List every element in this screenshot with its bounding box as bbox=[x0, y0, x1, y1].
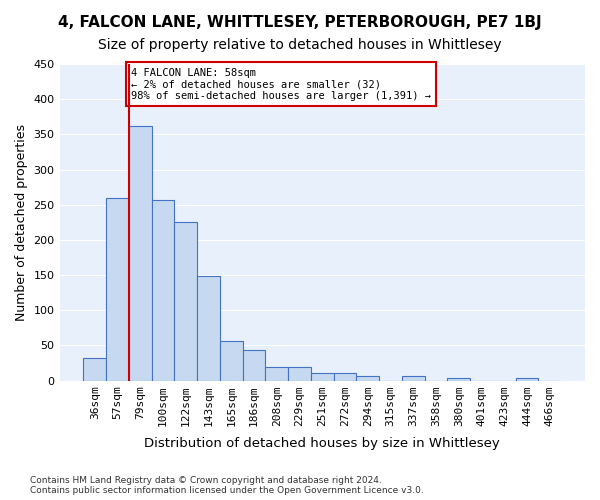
Bar bbox=[311, 374, 334, 380]
Bar bbox=[288, 367, 311, 380]
Bar bbox=[152, 200, 175, 380]
Bar bbox=[448, 378, 470, 380]
X-axis label: Distribution of detached houses by size in Whittlesey: Distribution of detached houses by size … bbox=[145, 437, 500, 450]
Bar bbox=[334, 374, 356, 380]
Text: Contains HM Land Registry data © Crown copyright and database right 2024.
Contai: Contains HM Land Registry data © Crown c… bbox=[30, 476, 424, 495]
Bar bbox=[515, 378, 538, 380]
Bar bbox=[175, 222, 197, 380]
Y-axis label: Number of detached properties: Number of detached properties bbox=[15, 124, 28, 321]
Bar bbox=[402, 376, 425, 380]
Text: Size of property relative to detached houses in Whittlesey: Size of property relative to detached ho… bbox=[98, 38, 502, 52]
Bar bbox=[242, 350, 265, 380]
Bar bbox=[106, 198, 129, 380]
Bar bbox=[265, 367, 288, 380]
Bar bbox=[83, 358, 106, 380]
Bar bbox=[129, 126, 152, 380]
Text: 4 FALCON LANE: 58sqm
← 2% of detached houses are smaller (32)
98% of semi-detach: 4 FALCON LANE: 58sqm ← 2% of detached ho… bbox=[131, 68, 431, 100]
Bar bbox=[197, 276, 220, 380]
Text: 4, FALCON LANE, WHITTLESEY, PETERBOROUGH, PE7 1BJ: 4, FALCON LANE, WHITTLESEY, PETERBOROUGH… bbox=[58, 15, 542, 30]
Bar bbox=[356, 376, 379, 380]
Bar bbox=[220, 341, 242, 380]
